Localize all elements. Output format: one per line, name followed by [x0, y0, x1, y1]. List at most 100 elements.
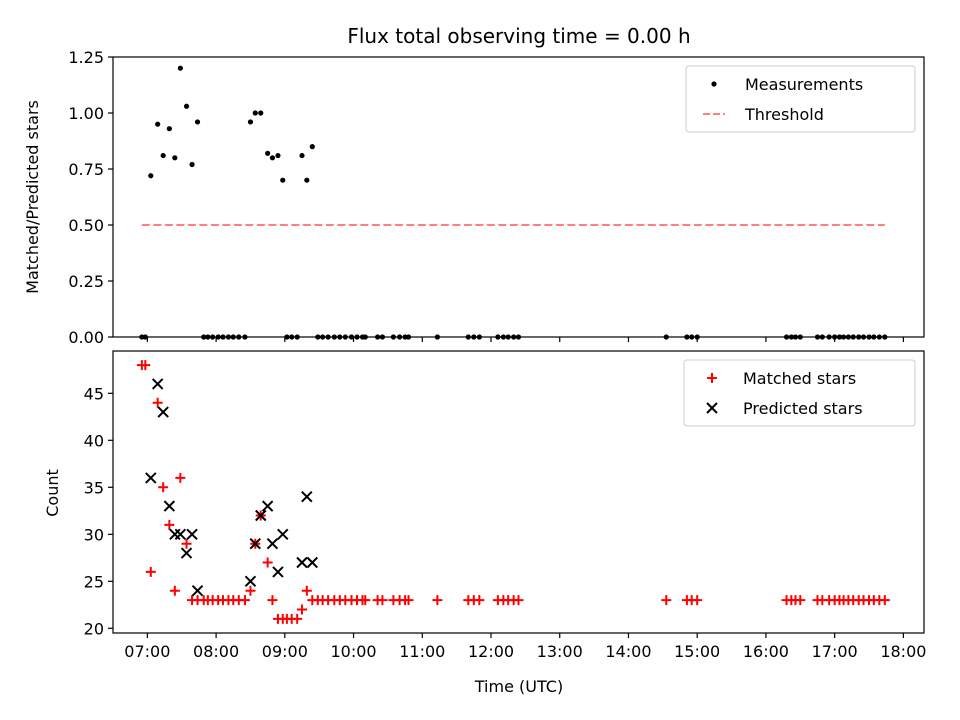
- data-point: [304, 177, 310, 183]
- bottom-y-axis-label: Count: [43, 469, 62, 517]
- data-point: [239, 595, 250, 606]
- legend-marker: [706, 402, 718, 414]
- data-point: [180, 547, 193, 559]
- data-point: [377, 595, 388, 606]
- legend-box: [685, 65, 916, 133]
- data-point: [148, 173, 154, 179]
- data-point: [152, 397, 163, 408]
- data-point: [140, 360, 151, 371]
- data-point: [189, 161, 195, 168]
- data-point: [474, 595, 485, 606]
- data-point: [292, 613, 303, 624]
- y-tick-label: 30: [84, 525, 104, 544]
- y-tick-label: 40: [84, 431, 104, 450]
- y-tick-label: 35: [84, 478, 104, 497]
- legend-label: Predicted stars: [743, 399, 863, 418]
- data-point: [160, 152, 166, 159]
- data-point: [151, 378, 164, 390]
- data-point: [301, 585, 312, 596]
- plot-layer: 0.00 0.25 0.50 0.75 1.00 1.25 Measurements Thre…: [68, 48, 926, 661]
- legend-label: Threshold: [744, 105, 824, 124]
- data-point: [174, 528, 187, 541]
- data-point: [299, 152, 305, 159]
- data-point: [266, 537, 279, 550]
- x-tick-label: 12:00: [468, 642, 514, 661]
- data-point: [692, 595, 703, 606]
- top-y-axis-label: Matched/Predicted stars: [23, 100, 42, 294]
- x-tick-label: 13:00: [537, 642, 583, 661]
- y-tick-label: 45: [84, 384, 104, 403]
- series-predicted-stars: [145, 378, 319, 597]
- data-point: [309, 144, 315, 150]
- data-point: [175, 472, 186, 483]
- y-tick-label: 0.50: [68, 216, 104, 235]
- data-point: [275, 152, 281, 159]
- data-point: [166, 126, 172, 132]
- x-axis-label: Time (UTC): [474, 677, 563, 696]
- data-point: [272, 566, 284, 578]
- data-point: [795, 595, 806, 606]
- x-tick-label: 15:00: [674, 642, 720, 661]
- data-point: [306, 556, 319, 569]
- data-point: [296, 556, 308, 569]
- data-point: [244, 575, 257, 588]
- data-point: [172, 155, 178, 161]
- data-point: [145, 472, 157, 484]
- data-point: [169, 585, 180, 596]
- data-point: [157, 406, 169, 418]
- legend-label: Measurements: [745, 75, 863, 94]
- x-tick-label: 11:00: [399, 642, 445, 661]
- data-point: [169, 528, 181, 541]
- y-tick-label: 20: [84, 619, 104, 638]
- x-tick-label: 09:00: [262, 642, 308, 661]
- legend-marker: [711, 81, 717, 87]
- x-tick-label: 18:00: [880, 642, 926, 661]
- legend-label: Matched stars: [743, 369, 856, 388]
- y-tick-label: 25: [84, 572, 104, 591]
- data-point: [186, 528, 198, 541]
- x-tick-label: 07:00: [124, 642, 170, 661]
- series-matched-stars: [136, 360, 890, 624]
- data-point: [258, 110, 264, 116]
- data-point: [181, 538, 192, 549]
- data-point: [155, 121, 161, 127]
- data-point: [432, 595, 443, 606]
- data-point: [249, 537, 261, 550]
- panel-1: 20 25 30 35 40 45 07:00 08:00 09:00 10:00 11:00 12:…: [84, 350, 926, 661]
- data-point: [164, 519, 175, 530]
- legend-marker: [707, 373, 717, 383]
- data-point: [280, 177, 286, 183]
- data-point: [267, 595, 278, 606]
- x-tick-label: 08:00: [193, 642, 239, 661]
- data-point: [245, 585, 256, 596]
- data-point: [194, 119, 201, 125]
- data-point: [513, 595, 524, 606]
- data-point: [247, 119, 254, 125]
- y-tick-label: 0.25: [68, 272, 104, 291]
- data-point: [183, 103, 190, 109]
- y-tick-label: 1.25: [68, 48, 104, 67]
- panel-frame: [112, 56, 925, 338]
- data-point: [301, 490, 313, 503]
- data-point: [297, 604, 308, 615]
- data-point: [277, 528, 289, 541]
- x-tick-label: 10:00: [330, 642, 376, 661]
- x-tick-label: 17:00: [812, 642, 858, 661]
- x-tick-label: 14:00: [605, 642, 651, 661]
- x-tick-label: 16:00: [743, 642, 789, 661]
- y-tick-label: 1.00: [68, 104, 104, 123]
- legend-0: Measurements Threshold: [685, 65, 916, 133]
- legend-1: Matched stars Predicted stars: [683, 359, 916, 427]
- data-point: [879, 595, 890, 606]
- data-point: [403, 595, 414, 606]
- data-point: [177, 65, 183, 71]
- data-point: [269, 155, 276, 161]
- data-point: [360, 595, 371, 606]
- data-point: [255, 509, 267, 522]
- data-point: [262, 557, 273, 568]
- y-tick-label: 0.75: [68, 160, 104, 179]
- data-point: [261, 500, 274, 512]
- data-point: [265, 150, 271, 156]
- panel-frame: [112, 350, 925, 634]
